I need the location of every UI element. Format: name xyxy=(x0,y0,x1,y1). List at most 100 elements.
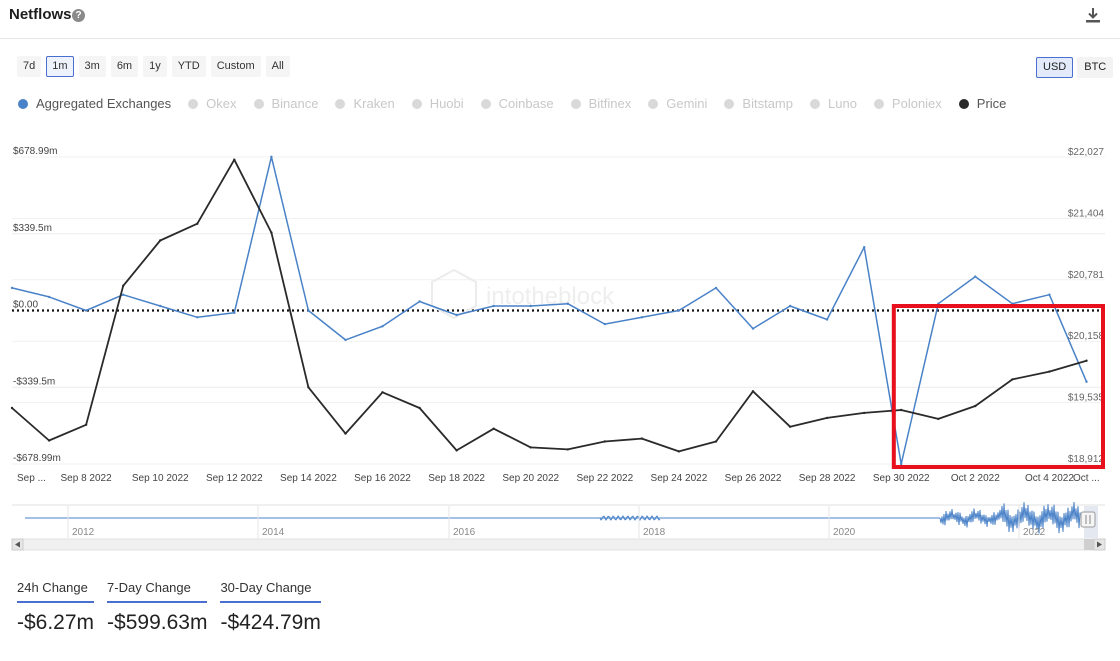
data-point[interactable] xyxy=(751,390,755,393)
data-point[interactable] xyxy=(529,304,532,308)
legend-label: Price xyxy=(976,96,1007,111)
data-point[interactable] xyxy=(307,309,310,312)
range-button-1m[interactable]: 1m xyxy=(46,56,74,77)
data-point[interactable] xyxy=(1048,370,1051,373)
data-point[interactable] xyxy=(900,408,903,412)
currency-button-btc[interactable]: BTC xyxy=(1077,57,1114,78)
data-point[interactable] xyxy=(677,309,681,312)
legend-item-okex[interactable]: Okex xyxy=(188,96,237,111)
legend-item-price[interactable]: Price xyxy=(958,96,1007,111)
data-point[interactable] xyxy=(492,304,495,308)
data-point[interactable] xyxy=(159,304,162,308)
data-point[interactable] xyxy=(270,231,273,234)
x-tick-label: Sep 22 2022 xyxy=(576,473,633,484)
data-point[interactable] xyxy=(122,293,125,296)
stat-block: 7-Day Change -$599.63m xyxy=(107,580,208,635)
legend-item-binance[interactable]: Binance xyxy=(253,96,318,111)
data-point[interactable] xyxy=(1011,378,1014,381)
data-point[interactable] xyxy=(714,440,718,443)
data-point[interactable] xyxy=(937,417,940,421)
data-point[interactable] xyxy=(714,286,718,290)
legend-dot-icon xyxy=(253,98,264,109)
data-point[interactable] xyxy=(863,246,866,249)
range-button-ytd[interactable]: YTD xyxy=(171,56,206,77)
data-point[interactable] xyxy=(47,439,51,442)
legend-item-bitstamp[interactable]: Bitstamp xyxy=(724,96,793,111)
scrollbar-track[interactable] xyxy=(11,538,1106,551)
data-point[interactable] xyxy=(159,239,162,242)
data-point[interactable] xyxy=(900,462,903,466)
help-icon[interactable]: ? xyxy=(72,9,85,22)
data-point[interactable] xyxy=(381,325,384,328)
scrollbar-thumb[interactable] xyxy=(1084,539,1094,550)
data-point[interactable] xyxy=(863,411,866,415)
data-point[interactable] xyxy=(84,309,88,312)
range-button-7d[interactable]: 7d xyxy=(17,56,42,77)
currency-button-usd[interactable]: USD xyxy=(1036,57,1074,78)
data-point[interactable] xyxy=(344,338,347,342)
data-point[interactable] xyxy=(788,304,792,308)
legend-item-coinbase[interactable]: Coinbase xyxy=(480,96,554,111)
download-icon[interactable] xyxy=(1084,6,1102,24)
data-point[interactable] xyxy=(788,425,792,428)
legend-item-bitfinex[interactable]: Bitfinex xyxy=(570,96,631,111)
data-point[interactable] xyxy=(677,450,681,453)
data-point[interactable] xyxy=(751,327,755,330)
x-tick-label: Sep 14 2022 xyxy=(280,473,337,484)
data-point[interactable] xyxy=(603,440,606,443)
data-point[interactable] xyxy=(492,427,495,430)
data-point[interactable] xyxy=(974,404,977,408)
range-button-3m[interactable]: 3m xyxy=(78,56,106,77)
legend-item-gemini[interactable]: Gemini xyxy=(648,96,707,111)
data-point[interactable] xyxy=(455,313,458,317)
range-button-1y[interactable]: 1y xyxy=(143,56,167,77)
navigator-year-label: 2012 xyxy=(72,527,95,538)
data-point[interactable] xyxy=(196,316,199,319)
data-point[interactable] xyxy=(825,318,829,321)
data-point[interactable] xyxy=(233,311,236,314)
range-button-all[interactable]: All xyxy=(265,56,290,77)
legend-label: Bitstamp xyxy=(742,96,793,111)
range-button-custom[interactable]: Custom xyxy=(210,56,261,77)
data-point[interactable] xyxy=(974,275,977,278)
x-tick-label: Sep 12 2022 xyxy=(206,473,263,484)
range-button-6m[interactable]: 6m xyxy=(110,56,139,77)
data-point[interactable] xyxy=(529,446,532,449)
data-point[interactable] xyxy=(47,295,51,299)
navigator-handle[interactable] xyxy=(1080,511,1096,528)
data-point[interactable] xyxy=(603,322,606,326)
navigator[interactable]: 2012 2014 2016 2018 2020 2022 xyxy=(11,501,1106,551)
x-tick-label: Sep 18 2022 xyxy=(428,473,485,484)
data-point[interactable] xyxy=(1048,293,1051,296)
data-point[interactable] xyxy=(344,432,347,435)
data-point[interactable] xyxy=(1085,359,1088,362)
data-point[interactable] xyxy=(566,448,569,451)
data-point[interactable] xyxy=(1085,380,1088,383)
data-point[interactable] xyxy=(418,406,421,410)
data-point[interactable] xyxy=(10,286,14,290)
data-point[interactable] xyxy=(455,449,458,452)
right-axis-label: $19,535 xyxy=(1068,393,1105,404)
data-point[interactable] xyxy=(270,155,273,158)
series-line-aggregated-exchanges[interactable] xyxy=(11,156,1088,465)
stat-label: 30-Day Change xyxy=(220,580,321,603)
data-point[interactable] xyxy=(233,158,236,161)
data-point[interactable] xyxy=(418,300,421,303)
legend-dot-icon xyxy=(188,98,199,109)
legend-item-aggregated-exchanges[interactable]: Aggregated Exchanges xyxy=(18,96,171,111)
data-point[interactable] xyxy=(122,284,125,287)
data-point[interactable] xyxy=(10,406,14,410)
data-point[interactable] xyxy=(566,302,569,305)
legend-item-luno[interactable]: Luno xyxy=(810,96,857,111)
series-line-price[interactable] xyxy=(11,158,1087,453)
legend-item-poloniex[interactable]: Poloniex xyxy=(873,96,942,111)
data-point[interactable] xyxy=(307,386,310,389)
data-point[interactable] xyxy=(84,423,88,426)
data-point[interactable] xyxy=(381,391,384,394)
data-point[interactable] xyxy=(196,222,199,225)
data-point[interactable] xyxy=(825,416,829,420)
data-point[interactable] xyxy=(640,316,644,319)
legend-item-huobi[interactable]: Huobi xyxy=(411,96,464,111)
data-point[interactable] xyxy=(640,437,644,440)
legend-item-kraken[interactable]: Kraken xyxy=(335,96,395,111)
